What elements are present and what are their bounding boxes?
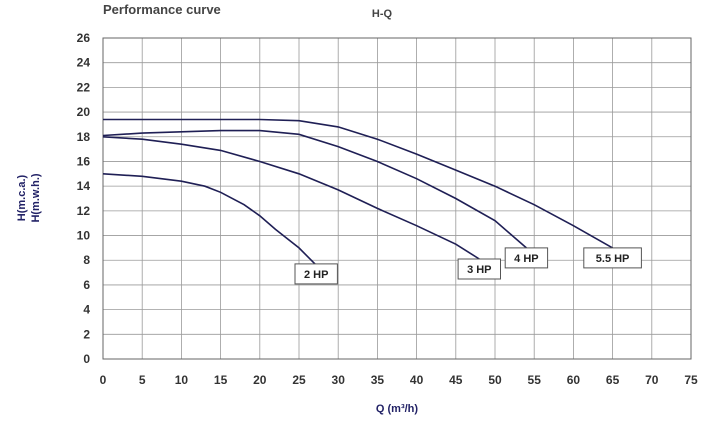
series-line-4-hp	[102, 129, 527, 249]
y-tick-label: 26	[77, 31, 91, 45]
y-tick-label: 20	[77, 105, 91, 119]
series-label-2-hp: 2 HP	[294, 263, 338, 285]
y-tick-label: 2	[83, 327, 90, 341]
y-tick-label: 18	[77, 130, 91, 144]
x-tick-label: 75	[684, 373, 698, 387]
series-label-4-hp: 4 HP	[504, 247, 549, 269]
x-tick-label: 40	[410, 373, 424, 387]
series-label-text: 4 HP	[514, 253, 538, 265]
chart-subtitle: H-Q	[372, 8, 393, 20]
series-label-text: 3 HP	[467, 264, 491, 276]
series-label-box	[294, 263, 338, 285]
series-label-box	[504, 247, 549, 269]
y-axis-label-secondary: H(m.w.h.)	[30, 173, 42, 222]
x-tick-label: 65	[606, 373, 620, 387]
x-tick-label: 35	[371, 373, 385, 387]
series-line-5-5-hp	[103, 118, 613, 249]
y-tick-label: 4	[83, 303, 90, 317]
x-tick-label: 70	[645, 373, 659, 387]
series-labels: 2 HP 3 HP 4 HP 5.5 HP	[294, 247, 642, 285]
x-tick-label: 25	[292, 373, 306, 387]
y-tick-label: 12	[77, 204, 91, 218]
series-line-3-hp	[102, 136, 480, 260]
series-lines	[102, 118, 613, 266]
series-label-box	[583, 247, 642, 269]
y-tick-label: 0	[83, 352, 90, 366]
series-label-3-hp: 3 HP	[457, 258, 502, 280]
y-tick-label: 10	[77, 229, 91, 243]
y-tick-label: 6	[83, 278, 90, 292]
x-tick-label: 20	[253, 373, 267, 387]
series-label-text: 5.5 HP	[596, 253, 630, 265]
chart-title: Performance curve	[103, 2, 221, 17]
plot-frame	[102, 37, 692, 360]
x-tick-label: 30	[332, 373, 346, 387]
y-tick-label: 8	[83, 253, 90, 267]
series-label-box	[457, 258, 502, 280]
y-tick-label: 16	[77, 154, 91, 168]
y-tick-label: 14	[77, 179, 91, 193]
series-line-2-hp	[102, 173, 317, 266]
x-axis-ticks: 0 5 10 15 20 25 30 35 40 45 50 55 60 65 70 75	[100, 373, 698, 387]
x-tick-label: 50	[488, 373, 502, 387]
grid	[102, 37, 692, 360]
y-axis-label-primary: H(m.c.a.)	[16, 174, 28, 221]
x-tick-label: 15	[214, 373, 228, 387]
series-label-text: 2 HP	[304, 269, 328, 281]
x-tick-label: 10	[175, 373, 189, 387]
y-tick-label: 24	[77, 56, 91, 70]
x-tick-label: 45	[449, 373, 463, 387]
y-tick-label: 22	[77, 80, 91, 94]
x-tick-label: 60	[567, 373, 581, 387]
x-axis-label: Q (m³/h)	[376, 403, 418, 415]
x-tick-label: 55	[528, 373, 542, 387]
series-label-5-5-hp: 5.5 HP	[583, 247, 642, 269]
x-tick-label: 5	[139, 373, 146, 387]
x-tick-label: 0	[100, 373, 107, 387]
